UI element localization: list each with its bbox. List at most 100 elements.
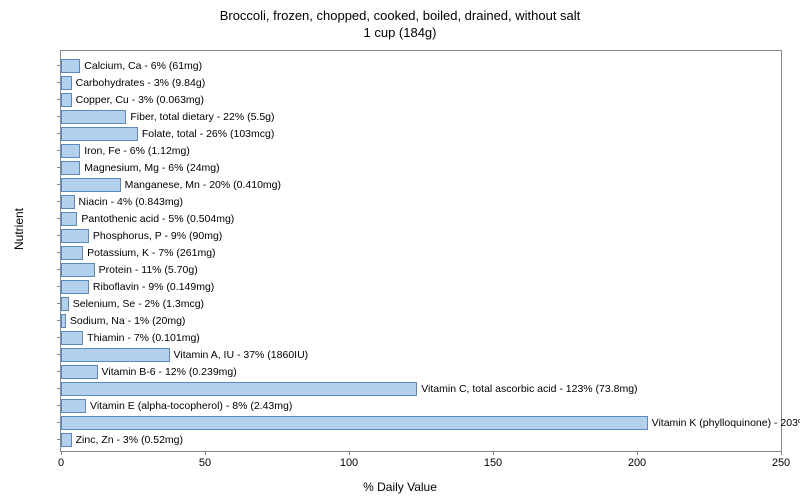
y-tick-mark	[57, 252, 61, 253]
nutrient-bar	[61, 229, 89, 243]
y-tick-mark	[57, 82, 61, 83]
nutrient-label: Sodium, Na - 1% (20mg)	[70, 315, 186, 327]
nutrient-label: Magnesium, Mg - 6% (24mg)	[84, 162, 219, 174]
x-tick-mark	[205, 451, 206, 455]
nutrient-label: Phosphorus, P - 9% (90mg)	[93, 230, 222, 242]
x-tick-label: 200	[628, 457, 646, 469]
nutrient-bar	[61, 76, 72, 90]
nutrient-bar	[61, 110, 126, 124]
nutrient-bar	[61, 280, 89, 294]
nutrient-bar	[61, 399, 86, 413]
y-tick-mark	[57, 218, 61, 219]
nutrient-label: Potassium, K - 7% (261mg)	[87, 247, 215, 259]
bar-row: Vitamin B-6 - 12% (0.239mg)	[61, 365, 237, 378]
nutrient-label: Manganese, Mn - 20% (0.410mg)	[125, 179, 281, 191]
y-tick-mark	[57, 116, 61, 117]
nutrient-bar	[61, 59, 80, 73]
y-tick-mark	[57, 133, 61, 134]
nutrient-label: Vitamin K (phylloquinone) - 203% (162.1m…	[652, 417, 800, 429]
nutrition-chart: Broccoli, frozen, chopped, cooked, boile…	[0, 0, 800, 500]
nutrient-label: Calcium, Ca - 6% (61mg)	[84, 60, 202, 72]
bar-row: Copper, Cu - 3% (0.063mg)	[61, 93, 204, 106]
x-tick-label: 100	[340, 457, 358, 469]
bar-row: Vitamin K (phylloquinone) - 203% (162.1m…	[61, 416, 800, 429]
x-tick-mark	[61, 451, 62, 455]
nutrient-bar	[61, 93, 72, 107]
x-tick-mark	[781, 451, 782, 455]
y-tick-mark	[57, 371, 61, 372]
x-tick-mark	[637, 451, 638, 455]
bar-row: Carbohydrates - 3% (9.84g)	[61, 76, 205, 89]
bar-row: Riboflavin - 9% (0.149mg)	[61, 280, 214, 293]
nutrient-bar	[61, 297, 69, 311]
nutrient-label: Iron, Fe - 6% (1.12mg)	[84, 145, 190, 157]
nutrient-bar	[61, 348, 170, 362]
plot-area: Calcium, Ca - 6% (61mg) Carbohydrates - 3…	[60, 50, 782, 452]
bar-row: Manganese, Mn - 20% (0.410mg)	[61, 178, 281, 191]
nutrient-bar	[61, 178, 121, 192]
nutrient-bar	[61, 161, 80, 175]
y-tick-mark	[57, 99, 61, 100]
nutrient-label: Copper, Cu - 3% (0.063mg)	[76, 94, 204, 106]
bar-row: Phosphorus, P - 9% (90mg)	[61, 229, 222, 242]
x-tick-mark	[349, 451, 350, 455]
bar-row: Zinc, Zn - 3% (0.52mg)	[61, 433, 183, 446]
x-tick-label: 150	[484, 457, 502, 469]
nutrient-bar	[61, 263, 95, 277]
nutrient-label: Zinc, Zn - 3% (0.52mg)	[76, 434, 183, 446]
y-tick-mark	[57, 320, 61, 321]
nutrient-bar	[61, 331, 83, 345]
bar-row: Protein - 11% (5.70g)	[61, 263, 198, 276]
nutrient-bar	[61, 212, 77, 226]
x-tick-label: 0	[58, 457, 64, 469]
y-tick-mark	[57, 150, 61, 151]
y-tick-mark	[57, 439, 61, 440]
nutrient-label: Thiamin - 7% (0.101mg)	[87, 332, 200, 344]
y-tick-mark	[57, 269, 61, 270]
nutrient-bar	[61, 144, 80, 158]
nutrient-bar	[61, 382, 417, 396]
chart-title: Broccoli, frozen, chopped, cooked, boile…	[0, 0, 800, 42]
bar-row: Pantothenic acid - 5% (0.504mg)	[61, 212, 234, 225]
bar-row: Vitamin A, IU - 37% (1860IU)	[61, 348, 308, 361]
y-tick-mark	[57, 303, 61, 304]
title-line-1: Broccoli, frozen, chopped, cooked, boile…	[220, 8, 581, 23]
nutrient-label: Riboflavin - 9% (0.149mg)	[93, 281, 214, 293]
bar-row: Thiamin - 7% (0.101mg)	[61, 331, 200, 344]
x-axis-label: % Daily Value	[363, 480, 437, 494]
x-tick-mark	[493, 451, 494, 455]
nutrient-label: Pantothenic acid - 5% (0.504mg)	[81, 213, 234, 225]
y-tick-mark	[57, 201, 61, 202]
nutrient-label: Vitamin B-6 - 12% (0.239mg)	[102, 366, 237, 378]
y-tick-mark	[57, 167, 61, 168]
nutrient-label: Niacin - 4% (0.843mg)	[79, 196, 183, 208]
bar-row: Iron, Fe - 6% (1.12mg)	[61, 144, 190, 157]
nutrient-bar	[61, 433, 72, 447]
nutrient-bar	[61, 127, 138, 141]
y-tick-mark	[57, 388, 61, 389]
bar-row: Selenium, Se - 2% (1.3mcg)	[61, 297, 204, 310]
y-tick-mark	[57, 235, 61, 236]
x-tick-label: 250	[772, 457, 790, 469]
y-tick-mark	[57, 422, 61, 423]
nutrient-label: Vitamin A, IU - 37% (1860IU)	[174, 349, 309, 361]
y-tick-mark	[57, 286, 61, 287]
nutrient-bar	[61, 246, 83, 260]
bar-row: Vitamin C, total ascorbic acid - 123% (7…	[61, 382, 638, 395]
title-line-2: 1 cup (184g)	[364, 25, 437, 40]
x-tick-label: 50	[199, 457, 211, 469]
y-tick-mark	[57, 337, 61, 338]
nutrient-label: Vitamin C, total ascorbic acid - 123% (7…	[421, 383, 637, 395]
bar-row: Fiber, total dietary - 22% (5.5g)	[61, 110, 275, 123]
nutrient-bar	[61, 314, 66, 328]
bar-row: Potassium, K - 7% (261mg)	[61, 246, 216, 259]
y-axis-label: Nutrient	[12, 208, 26, 250]
nutrient-label: Carbohydrates - 3% (9.84g)	[76, 77, 206, 89]
nutrient-label: Selenium, Se - 2% (1.3mcg)	[73, 298, 204, 310]
y-tick-mark	[57, 65, 61, 66]
nutrient-label: Folate, total - 26% (103mcg)	[142, 128, 274, 140]
y-tick-mark	[57, 405, 61, 406]
bar-row: Folate, total - 26% (103mcg)	[61, 127, 274, 140]
bar-row: Magnesium, Mg - 6% (24mg)	[61, 161, 220, 174]
bar-row: Calcium, Ca - 6% (61mg)	[61, 59, 202, 72]
